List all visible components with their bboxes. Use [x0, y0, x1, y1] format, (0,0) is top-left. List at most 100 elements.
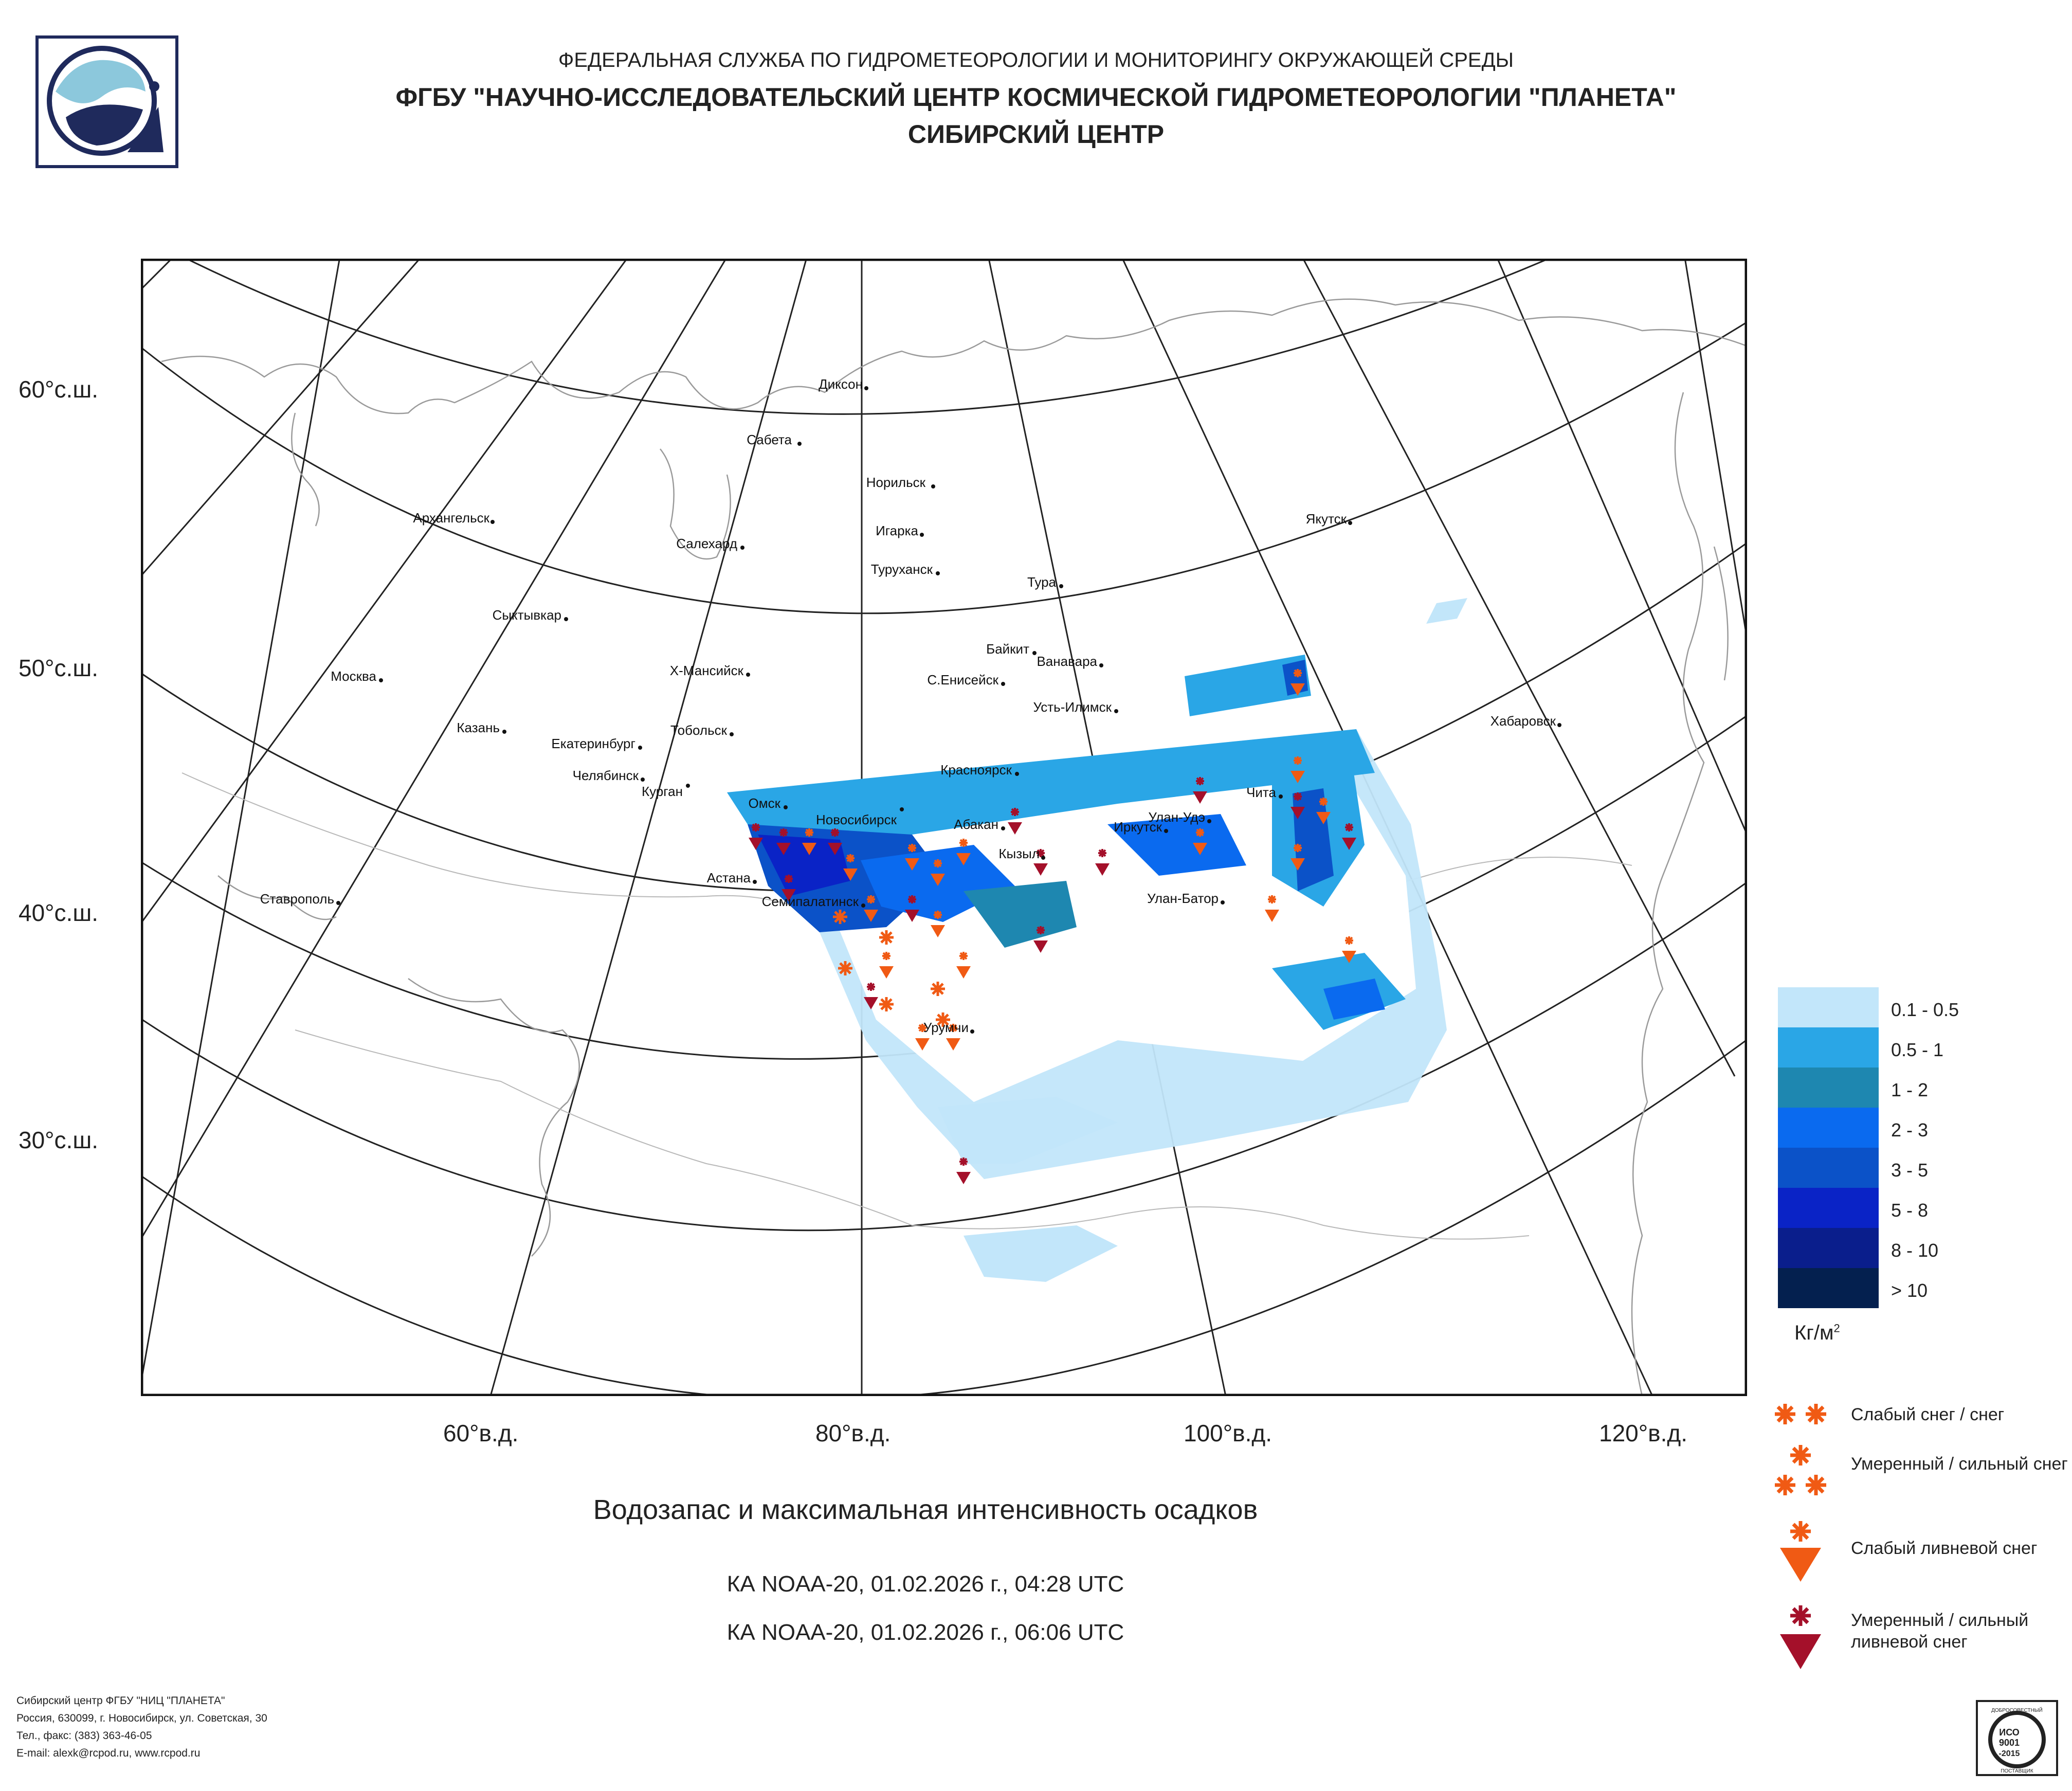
- planeta-logo: [35, 35, 178, 168]
- svg-text:Х-Мансийск: Х-Мансийск: [670, 663, 744, 678]
- city-chita: Чита: [1246, 785, 1283, 800]
- svg-text:Ванавара: Ванавара: [1037, 654, 1097, 669]
- light-snow-icon: [1775, 1404, 1826, 1424]
- lon-label-80: 80°в.д.: [815, 1420, 891, 1446]
- map-frame: Диксон Сабета Норильск Архангельск Салех…: [141, 259, 1747, 1396]
- lat-label-50: 50°с.ш.: [19, 655, 99, 681]
- legend-light-shower-label: Слабый ливневой снег: [1851, 1539, 2038, 1558]
- footer-address: Россия, 630099, г. Новосибирск, ул. Сове…: [16, 1712, 267, 1724]
- footer-org: Сибирский центр ФГБУ "НИЦ "ПЛАНЕТА": [16, 1695, 225, 1707]
- city-baikit: Байкит: [986, 641, 1037, 657]
- lon-label-60: 60°в.д.: [443, 1420, 519, 1446]
- city-kyzyl: Кызыл: [998, 846, 1045, 861]
- city-igarka: Игарка: [876, 523, 924, 538]
- svg-text:Тура: Тура: [1027, 574, 1057, 590]
- map-canvas: Диксон Сабета Норильск Архангельск Салех…: [141, 259, 1747, 1396]
- svg-text:Челябинск: Челябинск: [573, 768, 639, 783]
- legend-moderate-snow-label: Умеренный / сильный снег: [1851, 1454, 2068, 1474]
- svg-text:Байкит: Байкит: [986, 641, 1029, 657]
- footer-phone: Тел., факс: (383) 363-46-05: [16, 1730, 152, 1742]
- center-name: СИБИРСКИЙ ЦЕНТР: [907, 120, 1165, 149]
- city-sabeta: Сабета: [747, 432, 802, 447]
- city-urumqi: Урумчи: [923, 1020, 974, 1035]
- light-shower-snow-icon: [1780, 1521, 1821, 1582]
- svg-text:Кызыл: Кызыл: [998, 846, 1040, 861]
- city-tobolsk: Тобольск: [670, 722, 734, 738]
- city-chelyabinsk: Челябинск: [573, 768, 645, 783]
- legend-swatch-2: [1778, 1027, 1879, 1068]
- legend-label-1: 0.1 - 0.5: [1891, 999, 1959, 1020]
- city-ulan-bator: Улан-Батор: [1147, 891, 1225, 906]
- svg-text:ПОСТАВЩИК: ПОСТАВЩИК: [2001, 1768, 2033, 1774]
- coastlines: [161, 298, 1747, 1396]
- svg-text:Тобольск: Тобольск: [670, 722, 728, 738]
- city-turukhansk: Туруханск: [871, 562, 940, 577]
- svg-text:Сабета: Сабета: [747, 432, 792, 447]
- agency-name: ФЕДЕРАЛЬНАЯ СЛУЖБА ПО ГИДРОМЕТЕОРОЛОГИИ …: [558, 49, 1514, 71]
- city-yakutsk: Якутск: [1306, 511, 1352, 527]
- svg-text:-2015: -2015: [1999, 1749, 2020, 1758]
- legend-label-8: > 10: [1891, 1280, 1928, 1301]
- heavy-shower-snow-icon: [1780, 1605, 1821, 1669]
- svg-text:Норильск: Норильск: [866, 475, 926, 490]
- svg-text:Новосибирск: Новосибирск: [816, 812, 897, 827]
- city-moscow: Москва: [331, 668, 383, 684]
- city-salekhard: Салехард: [676, 536, 744, 551]
- svg-text:Абакан: Абакан: [954, 817, 998, 832]
- legend-label-3: 1 - 2: [1891, 1079, 1929, 1100]
- city-syktyvkar: Сыктывкар: [493, 607, 568, 623]
- legend-label-6: 5 - 8: [1891, 1200, 1929, 1221]
- svg-text:Иркутск: Иркутск: [1114, 819, 1162, 835]
- institute-name: ФГБУ "НАУЧНО-ИССЛЕДОВАТЕЛЬСКИЙ ЦЕНТР КОС…: [395, 83, 1677, 112]
- svg-text:Москва: Москва: [331, 668, 376, 684]
- precipitable-water-swath: [727, 598, 1467, 1282]
- legend-swatch-6: [1778, 1188, 1879, 1228]
- city-kurgan: Курган: [642, 784, 690, 799]
- city-krasnoyarsk: Красноярск: [940, 762, 1019, 777]
- city-arkhangelsk: Архангельск: [413, 510, 495, 526]
- svg-text:Сыктывкар: Сыктывкар: [493, 607, 561, 623]
- lat-label-60: 60°с.ш.: [19, 376, 99, 403]
- svg-text:Салехард: Салехард: [676, 536, 737, 551]
- footer-email: E-mail: alexk@rcpod.ru, www.rcpod.ru: [16, 1747, 201, 1759]
- city-irkutsk: Иркутск: [1114, 819, 1168, 835]
- legend-swatch-8: [1778, 1268, 1879, 1308]
- svg-text:Курган: Курган: [642, 784, 683, 799]
- city-severo-yeniseysk: С.Енисейск: [927, 672, 1005, 688]
- svg-text:ИСО: ИСО: [1999, 1727, 2020, 1738]
- svg-text:Усть-Илимск: Усть-Илимск: [1033, 699, 1112, 715]
- city-omsk: Омск: [749, 795, 788, 811]
- city-norilsk: Норильск: [866, 475, 935, 490]
- lat-label-30: 30°с.ш.: [19, 1127, 99, 1153]
- city-khabarovsk: Хабаровск: [1491, 713, 1561, 729]
- legend-label-4: 2 - 3: [1891, 1119, 1929, 1141]
- svg-text:Омск: Омск: [749, 795, 781, 811]
- cities: Диксон Сабета Норильск Архангельск Салех…: [260, 376, 1561, 1035]
- legend-label-7: 8 - 10: [1891, 1240, 1939, 1261]
- moderate-snow-icon: [1775, 1445, 1826, 1495]
- svg-text:Якутск: Якутск: [1306, 511, 1347, 527]
- lon-label-120: 120°в.д.: [1599, 1420, 1687, 1446]
- city-khanty-mansiysk: Х-Мансийск: [670, 663, 750, 678]
- svg-text:Игарка: Игарка: [876, 523, 918, 538]
- svg-text:Семипалатинск: Семипалатинск: [762, 894, 859, 909]
- svg-text:Улан-Удэ: Улан-Удэ: [1148, 809, 1205, 825]
- svg-text:Урумчи: Урумчи: [923, 1020, 969, 1035]
- city-ust-ilimsk: Усть-Илимск: [1033, 699, 1118, 715]
- city-tura: Тура: [1027, 574, 1063, 590]
- pass-info-2: КА NOAA-20, 01.02.2026 г., 06:06 UTC: [726, 1620, 1124, 1645]
- svg-text:Екатеринбург: Екатеринбург: [551, 736, 635, 751]
- legend-swatch-7: [1778, 1228, 1879, 1268]
- city-novosibirsk: Новосибирск: [816, 807, 904, 827]
- city-kazan: Казань: [457, 720, 506, 735]
- legend-swatch-3: [1778, 1068, 1879, 1108]
- legend-label-2: 0.5 - 1: [1891, 1039, 1944, 1060]
- svg-text:Улан-Батор: Улан-Батор: [1147, 891, 1219, 906]
- city-semipalatinsk: Семипалатинск: [762, 894, 865, 909]
- svg-text:ДОБРОСОВЕСТНЫЙ: ДОБРОСОВЕСТНЫЙ: [1991, 1707, 2043, 1713]
- legend-units: Кг/м2: [1794, 1322, 1840, 1344]
- svg-text:Архангельск: Архангельск: [413, 510, 489, 526]
- svg-text:Хабаровск: Хабаровск: [1491, 713, 1556, 729]
- city-stavropol: Ставрополь: [260, 891, 340, 907]
- svg-text:Красноярск: Красноярск: [940, 762, 1012, 777]
